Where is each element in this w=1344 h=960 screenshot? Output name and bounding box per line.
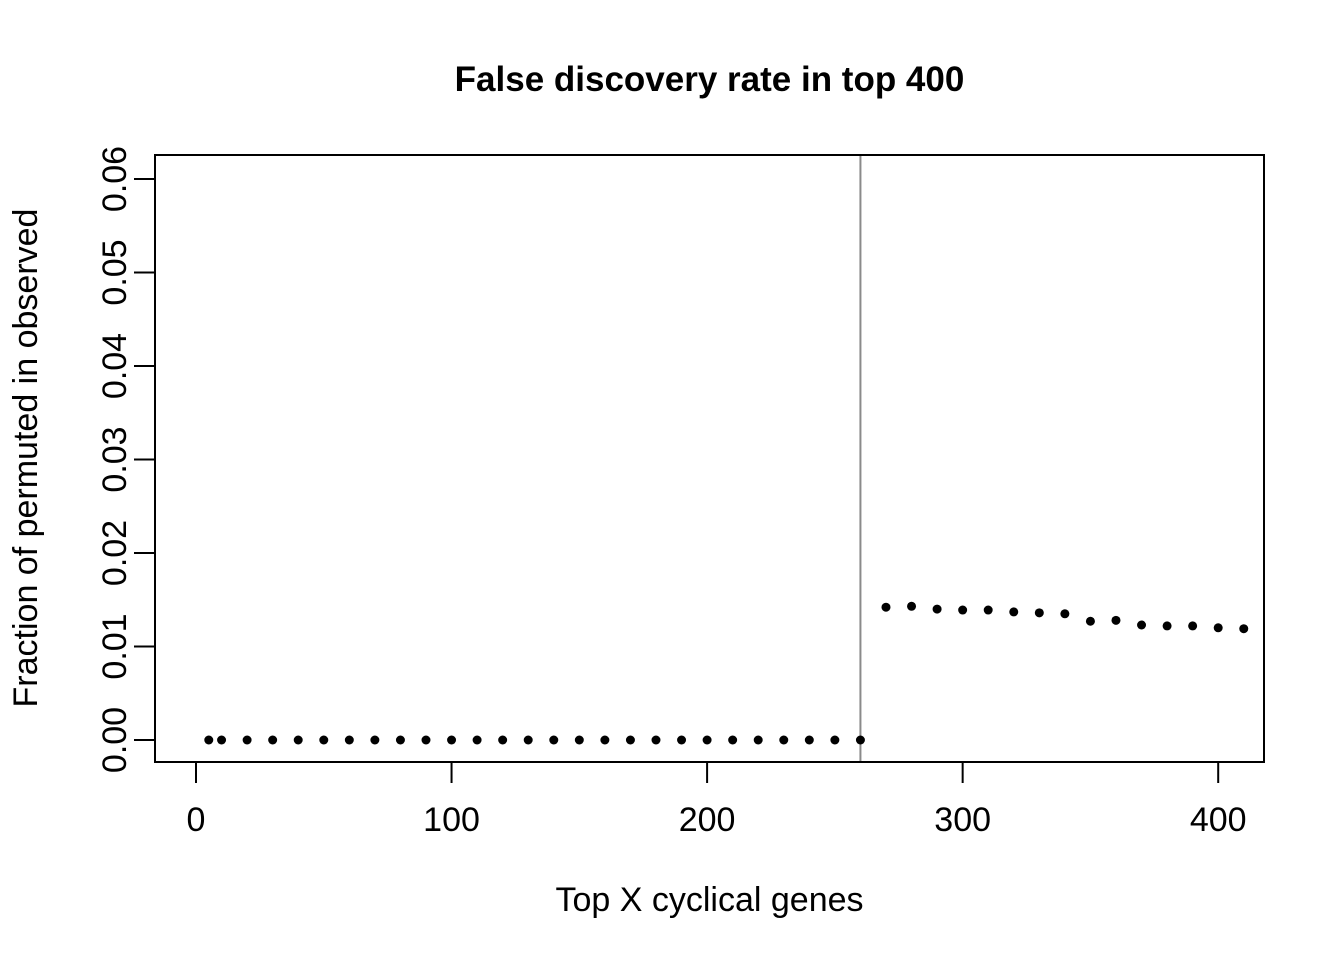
data-point [574,735,584,745]
data-point [421,735,431,745]
data-point [1188,621,1198,631]
y-tick-label: 0.06 [96,146,134,212]
y-tick-label: 0.04 [96,333,134,399]
data-point [1239,624,1249,634]
data-point [1111,615,1121,625]
data-point [958,605,968,615]
x-axis-label: Top X cyclical genes [555,881,864,919]
data-point [319,735,329,745]
data-point [855,735,865,745]
y-tick-label: 0.02 [96,520,134,586]
y-tick-label: 0.01 [96,613,134,679]
data-point [1060,609,1070,619]
x-tick-label: 400 [1190,801,1247,839]
data-point [753,735,763,745]
y-axis-label: Fraction of permuted in observed [7,208,45,708]
data-point [1034,608,1044,618]
data-point [932,604,942,614]
data-point [204,735,214,745]
y-tick-label: 0.00 [96,707,134,773]
data-point [472,735,482,745]
data-point [881,602,891,612]
x-tick-label: 0 [187,801,206,839]
data-point [293,735,303,745]
data-point [677,735,687,745]
data-point [702,735,712,745]
data-point [1009,607,1019,617]
data-point [447,735,457,745]
data-point [728,735,738,745]
data-point [651,735,661,745]
data-point [370,735,380,745]
data-point [523,735,533,745]
data-point [779,735,789,745]
data-point [1213,623,1223,633]
data-point [1137,620,1147,630]
data-point [830,735,840,745]
data-point [217,735,227,745]
data-point [1085,616,1095,626]
data-point [549,735,559,745]
x-tick-label: 100 [423,801,480,839]
data-point [907,601,917,611]
x-tick-label: 200 [679,801,736,839]
chart-title: False discovery rate in top 400 [454,60,965,99]
data-point [395,735,405,745]
data-point [983,605,993,615]
data-point [1162,621,1172,631]
data-point [804,735,814,745]
data-point [344,735,354,745]
data-point [625,735,635,745]
x-tick-label: 300 [934,801,991,839]
data-point [268,735,278,745]
y-tick-label: 0.03 [96,426,134,492]
data-point [242,735,252,745]
y-tick-label: 0.05 [96,239,134,305]
data-point [498,735,508,745]
plot-box [154,154,1265,763]
data-point [600,735,610,745]
